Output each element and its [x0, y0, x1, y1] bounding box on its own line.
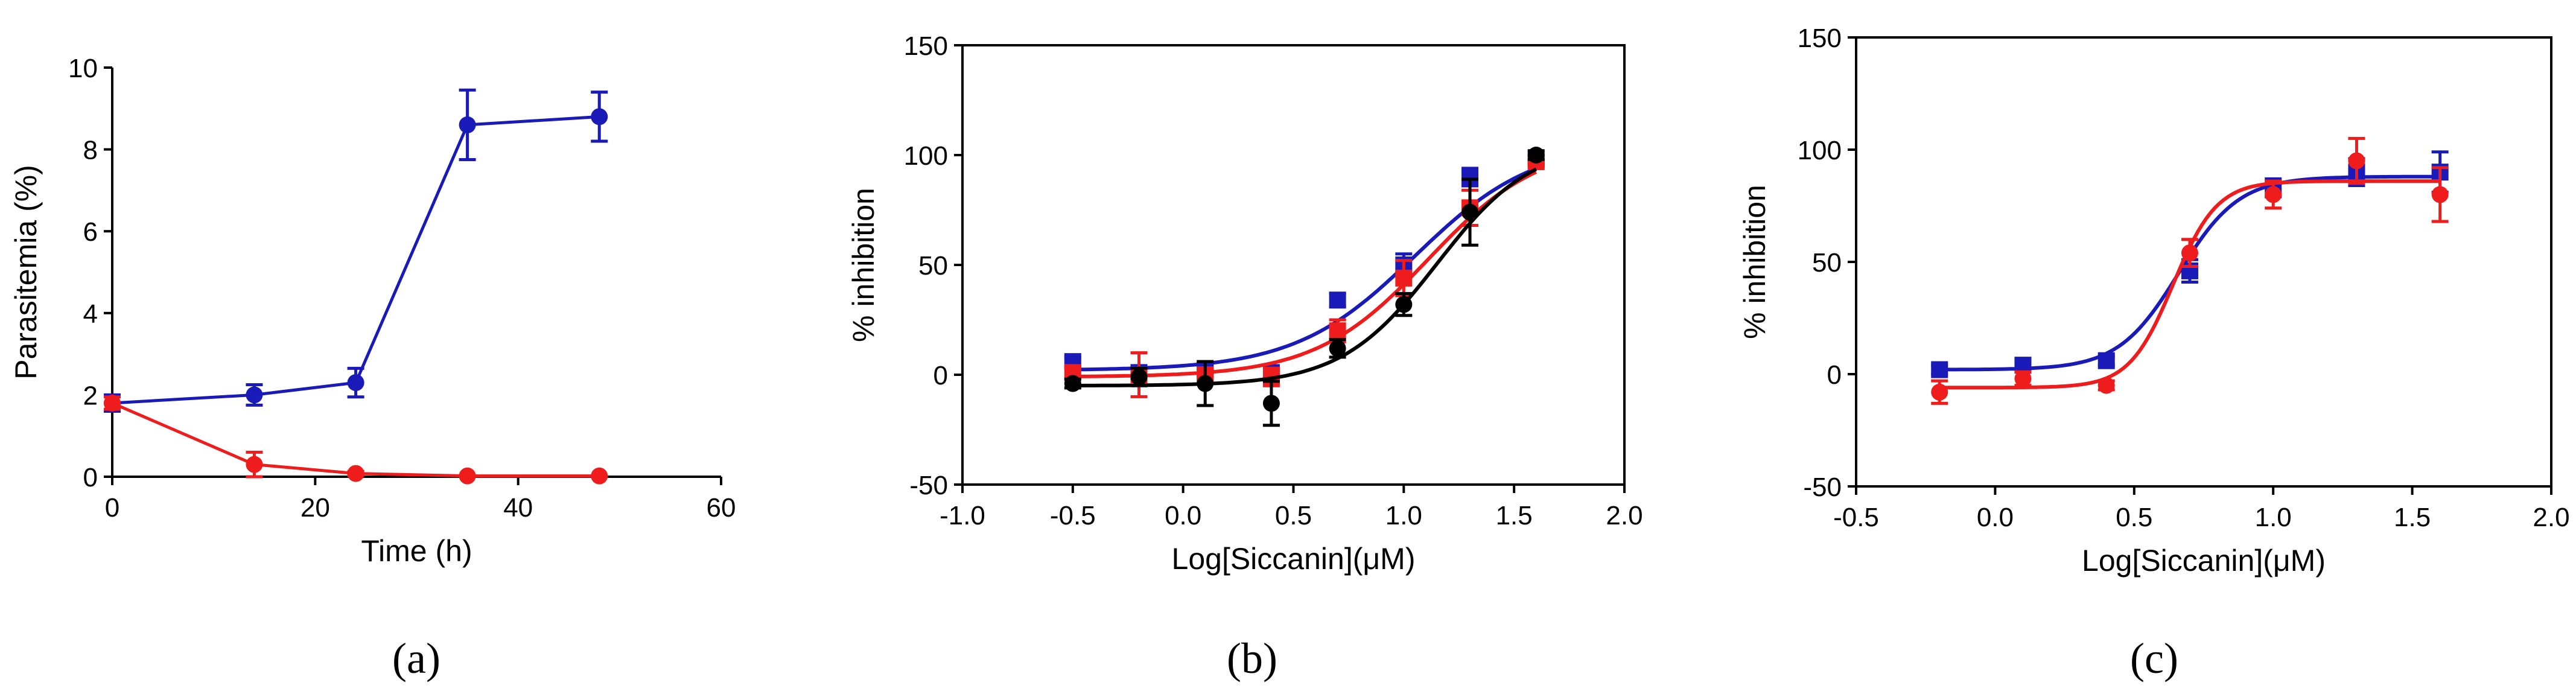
data-point: [2181, 244, 2198, 262]
series-blue: [104, 88, 608, 413]
y-tick-label: 0: [83, 463, 98, 492]
series-red: [1064, 153, 1545, 398]
data-point: [1527, 147, 1545, 164]
series-red: [104, 394, 608, 485]
data-point: [2431, 186, 2449, 203]
y-axis-label: % inhibition: [1738, 185, 1772, 339]
x-tick-label: 1.5: [1496, 501, 1533, 530]
data-point: [1262, 395, 1280, 412]
series-blue: [1064, 151, 1545, 381]
data-point: [2348, 152, 2365, 170]
data-point: [459, 467, 476, 485]
y-tick-label: 0: [1827, 360, 1842, 390]
fit-curve: [1939, 179, 2440, 390]
y-tick-label: 2: [83, 381, 98, 410]
x-tick-label: 2.0: [1606, 501, 1643, 530]
data-point: [1329, 322, 1346, 340]
x-tick-label: 60: [707, 493, 736, 523]
data-point: [1329, 291, 1346, 309]
y-tick-label: -50: [909, 471, 948, 500]
x-tick-label: 0.5: [1275, 501, 1312, 530]
x-axis-label: Log[Siccanin](μM): [1172, 542, 1416, 576]
x-tick-label: 0.5: [2116, 503, 2152, 532]
series-red: [1931, 136, 2449, 405]
data-point: [591, 467, 608, 485]
chart-panel-1: 0 20 40 60 0 2 4 6 8 10 Time (h) Parasitemia (%) (a): [9, 54, 736, 683]
x-tick-label: 20: [301, 493, 330, 523]
x-tick-label: 0: [105, 493, 119, 523]
chart-panel-2: -1.0 -0.5 0.0 0.5 1.0 1.5 2.0 -50 0 50 100 150 Log[S…: [847, 31, 1643, 683]
data-point: [1329, 340, 1346, 357]
y-tick-label: 6: [83, 217, 98, 247]
series-line: [112, 115, 600, 405]
y-tick-label: 8: [83, 136, 98, 165]
fit-curve: [1072, 170, 1538, 378]
plot-frame: [961, 44, 1626, 486]
y-axis-label: % inhibition: [847, 188, 880, 342]
y-tick-label: 150: [1798, 24, 1842, 53]
y-tick-label: 10: [68, 54, 98, 83]
series-black: [1064, 147, 1545, 427]
x-tick-label: 1.0: [2255, 503, 2292, 532]
data-point: [1130, 368, 1148, 386]
plot-frame: [1855, 36, 2552, 488]
data-point: [246, 456, 263, 473]
data-point: [347, 374, 364, 392]
chart-panel-3: -0.5 0.0 0.5 1.0 1.5 2.0 -50 0 50 100 150 Log[Sicca…: [1738, 24, 2570, 683]
fit-curve: [1072, 167, 1537, 372]
data-point: [2097, 377, 2115, 394]
x-axis-label: Time (h): [361, 534, 472, 568]
x-axis-label: Log[Siccanin](μM): [2082, 544, 2326, 578]
data-point: [1931, 383, 1948, 401]
data-point: [1931, 361, 1948, 378]
data-point: [1461, 203, 1479, 221]
y-tick-label: 50: [918, 251, 948, 281]
data-point: [1395, 269, 1413, 287]
data-point: [104, 394, 121, 412]
x-tick-label: 1.5: [2394, 503, 2431, 532]
data-point: [591, 108, 608, 126]
data-point: [1197, 375, 1214, 392]
y-axis-label: Parasitemia (%): [9, 165, 43, 380]
data-point: [347, 465, 364, 482]
y-tick-label: 50: [1812, 248, 1842, 278]
y-tick-label: 150: [904, 31, 948, 61]
x-tick-label: 0.0: [1977, 503, 2014, 532]
series-line: [112, 401, 600, 478]
data-point: [1395, 296, 1413, 313]
data-point: [459, 116, 476, 133]
y-tick-label: -50: [1803, 473, 1842, 502]
data-point: [1064, 375, 1081, 392]
y-tick-label: 100: [904, 141, 948, 171]
fit-curve: [1072, 167, 1538, 387]
y-tick-label: 0: [933, 361, 948, 390]
data-point: [246, 386, 263, 404]
x-tick-label: 2.0: [2533, 503, 2569, 532]
x-tick-label: 1.0: [1385, 501, 1422, 530]
data-point: [2014, 370, 2032, 387]
x-tick-label: -1.0: [940, 501, 985, 530]
panel-label: (c): [2130, 634, 2178, 683]
panel-label: (b): [1227, 634, 1277, 683]
data-point: [2097, 352, 2115, 369]
x-tick-label: -0.5: [1833, 503, 1879, 532]
panel-label: (a): [392, 634, 440, 683]
x-tick-label: 40: [503, 493, 533, 523]
y-tick-label: 4: [83, 299, 98, 329]
data-point: [2265, 186, 2282, 203]
x-tick-label: 0.0: [1165, 501, 1201, 530]
y-tick-label: 100: [1798, 136, 1842, 165]
x-tick-label: -0.5: [1050, 501, 1096, 530]
